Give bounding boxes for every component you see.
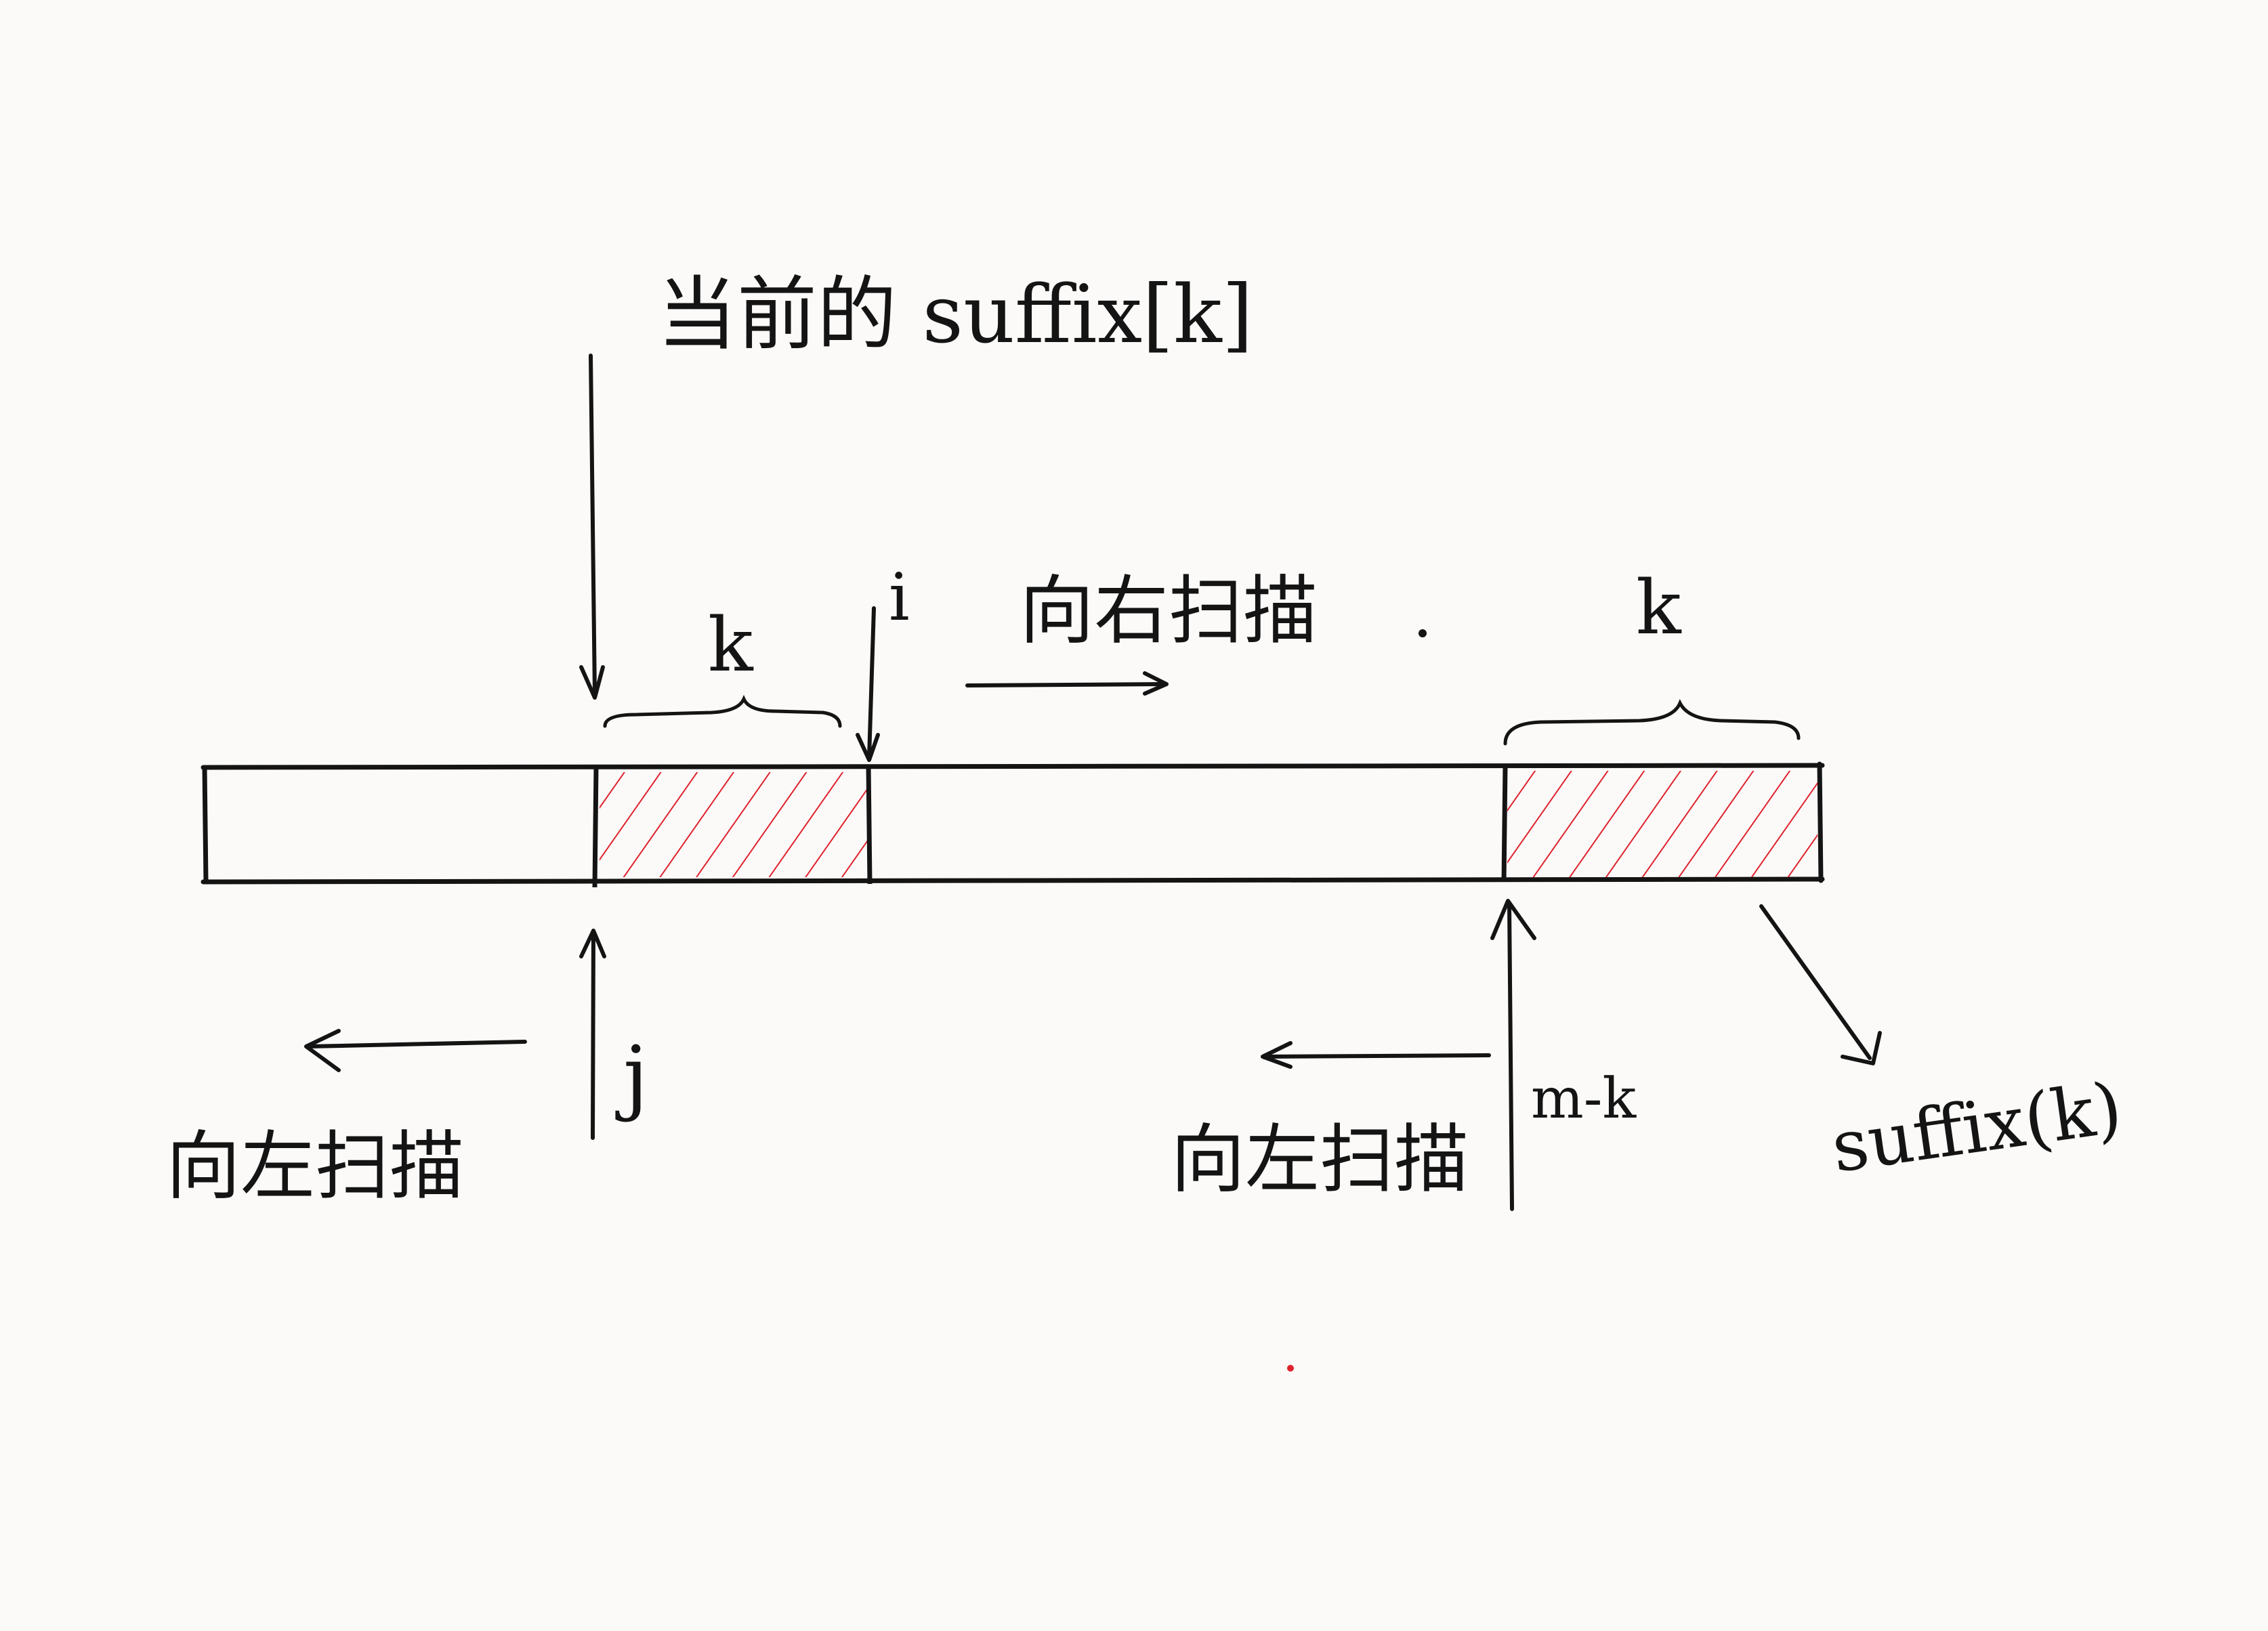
down-arrow-i xyxy=(867,606,876,759)
brace-right xyxy=(1503,699,1801,746)
mk-label: m-k xyxy=(1531,1067,1637,1131)
scan-right-label: 向右扫描 xyxy=(1020,568,1318,654)
right-scan-arrow xyxy=(965,682,1166,687)
array-right-edge xyxy=(1817,761,1824,883)
hatched-segment-right xyxy=(1501,766,1818,883)
array-strip xyxy=(201,761,1825,885)
up-arrowhead-j xyxy=(579,929,606,958)
left-scan-arrowhead-2 xyxy=(1261,1041,1293,1069)
top-caption: 当前的 suffix[k] xyxy=(657,268,1253,361)
segment-i-boundary xyxy=(866,765,873,885)
scan-left-label-2: 向左扫描 xyxy=(1171,1116,1469,1203)
diagonal-arrow-suffix xyxy=(1759,904,1872,1060)
stray-dot-red xyxy=(1287,1365,1294,1372)
up-arrow-mk xyxy=(1507,902,1514,1211)
k-label-left: k xyxy=(708,601,754,688)
scan-left-label-1: 向左扫描 xyxy=(166,1123,464,1210)
arrows xyxy=(304,354,1882,1211)
left-scan-arrowhead-1 xyxy=(304,1029,341,1072)
segment-right-boundary xyxy=(1501,766,1508,883)
hatched-segment-left xyxy=(592,765,873,888)
left-scan-arrow-2 xyxy=(1263,1053,1491,1059)
k-label-right: k xyxy=(1636,564,1682,651)
array-top-edge xyxy=(201,763,1825,770)
array-left-edge xyxy=(202,765,209,885)
i-label: i xyxy=(889,559,910,635)
brace-left xyxy=(603,694,842,728)
right-scan-arrowhead xyxy=(1143,671,1169,696)
suffix-k-label: suffix(k) xyxy=(1827,1066,2127,1189)
left-scan-arrow-1 xyxy=(306,1040,527,1048)
down-arrow-current-suffix xyxy=(589,354,597,696)
down-arrowhead-i xyxy=(856,733,880,762)
up-arrowhead-mk xyxy=(1490,899,1536,940)
diagonal-arrowhead-suffix xyxy=(1841,1031,1882,1065)
j-label: j xyxy=(615,1030,648,1124)
down-arrowhead-current-suffix xyxy=(579,665,605,700)
segment-left-boundary xyxy=(592,767,599,888)
array-bottom-edge xyxy=(201,876,1825,885)
stray-dot xyxy=(1419,629,1427,637)
